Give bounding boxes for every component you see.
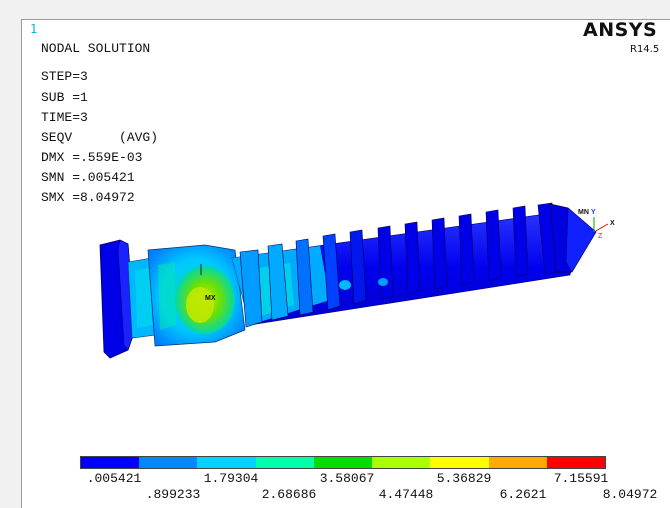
legend-swatch-6 <box>430 457 489 468</box>
legend-swatch-8 <box>546 457 605 468</box>
ansys-logo: ANSYS <box>583 19 658 41</box>
legend-label-bottom-0: .899233 <box>145 487 201 502</box>
legend-swatch-2 <box>197 457 256 468</box>
contour-legend-bar <box>80 456 606 469</box>
legend-label-bottom-1: 2.68686 <box>261 487 317 502</box>
legend-label-bottom-3: 6.2621 <box>499 487 547 502</box>
legend-swatch-1 <box>139 457 198 468</box>
legend-label-top-0: .005421 <box>86 471 142 486</box>
screw-head-flange <box>99 239 136 359</box>
screw-shank-stress-zone <box>147 244 246 347</box>
info-smn: SMN =.005421 <box>41 170 135 185</box>
info-dmx: DMX =.559E-03 <box>41 150 143 165</box>
legend-swatch-5 <box>372 457 431 468</box>
triad-y-label: Y <box>591 209 596 216</box>
screw-neck <box>127 257 157 339</box>
coordinate-triad: MN Y X Z <box>578 209 615 240</box>
info-sub: SUB =1 <box>41 90 88 105</box>
window-number: 1 <box>30 22 38 36</box>
triad-z-label: Z <box>598 233 603 240</box>
info-smx: SMX =8.04972 <box>41 190 135 205</box>
screw-tip <box>549 203 597 273</box>
legend-swatch-7 <box>488 457 547 468</box>
triad-x-label: X <box>610 220 615 227</box>
legend-swatch-0 <box>81 457 140 468</box>
legend-label-bottom-4: 8.04972 <box>602 487 658 502</box>
info-title: NODAL SOLUTION <box>41 41 151 56</box>
info-time: TIME=3 <box>41 110 88 125</box>
legend-label-top-1: 1.79304 <box>203 471 259 486</box>
legend-swatch-4 <box>313 457 373 468</box>
legend-label-top-3: 5.36829 <box>436 471 492 486</box>
max-marker-label: MX <box>205 295 216 302</box>
info-seqv: SEQV (AVG) <box>41 130 159 145</box>
screw-threaded-body <box>231 202 576 328</box>
legend-label-top-2: 3.58067 <box>319 471 375 486</box>
max-marker: MX <box>200 264 216 302</box>
legend-label-top-4: 7.15591 <box>553 471 609 486</box>
info-step: STEP=3 <box>41 69 88 84</box>
version-label: R14.5 <box>630 44 660 55</box>
legend-swatch-3 <box>255 457 314 468</box>
min-marker-label: MN <box>578 209 589 216</box>
legend-label-bottom-2: 4.47448 <box>378 487 434 502</box>
